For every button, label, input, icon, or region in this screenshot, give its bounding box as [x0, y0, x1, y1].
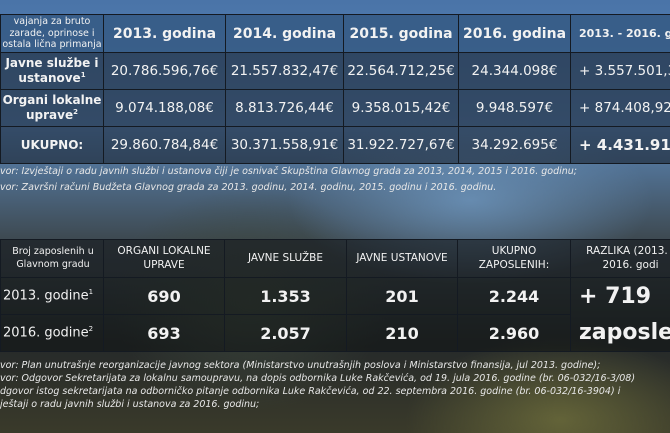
row-header-label: Broj zaposlenih u Glavnom gradu — [0, 239, 104, 278]
col-difference: 2013. - 2016. go — [570, 14, 670, 53]
cell: 1.353 — [224, 277, 347, 315]
footnote: vor: Izvještaji o radu javnih službi i u… — [0, 166, 577, 177]
footnote: vor: Plan unutrašnje reorganizacije javn… — [0, 360, 601, 371]
footnote: vor: Završni računi Budžeta Glavnog grad… — [0, 182, 497, 193]
cell: + 3.557.501,3 — [570, 52, 670, 90]
cell: 31.922.727,67€ — [343, 126, 459, 164]
cell: 22.564.712,25€ — [343, 52, 459, 90]
cell: 20.786.596,76€ — [103, 52, 226, 90]
footnote: ještaji o radu javnih službi i ustanova … — [0, 399, 260, 410]
cell: 201 — [346, 277, 458, 315]
cell: 30.371.558,91€ — [225, 126, 344, 164]
row-label: 2013. godine1 — [0, 277, 104, 315]
table-row-total: UKUPNO: 29.860.784,84€ 30.371.558,91€ 31… — [0, 126, 670, 164]
row-label: Javne službe i ustanove1 — [0, 52, 104, 90]
table-header-row: vajanja za bruto zarade, oprinose i osta… — [0, 14, 670, 53]
cell: 2.960 — [457, 314, 571, 352]
cell: 2.244 — [457, 277, 571, 315]
row-label: 2016. godine2 — [0, 314, 104, 352]
col-2013: 2013. godina — [103, 14, 226, 53]
table-row: 2013. godine1 690 1.353 201 2.244 + 719 … — [0, 277, 670, 352]
footnote: dgovor istog sekretarijata na odborničko… — [0, 386, 621, 397]
salary-table: vajanja za bruto zarade, oprinose i osta… — [0, 14, 670, 164]
col-public-services: JAVNE SLUŽBE — [224, 239, 347, 278]
cell: 9.358.015,42€ — [343, 89, 459, 127]
cell: 34.292.695€ — [458, 126, 571, 164]
employees-table: Broj zaposlenih u Glavnom gradu ORGANI L… — [0, 239, 670, 352]
footnote: vor: Odgovor Sekretarijata za lokalnu sa… — [0, 373, 636, 384]
cell: + 874.408,92 — [570, 89, 670, 127]
col-local-admin: ORGANI LOKALNE UPRAVE — [103, 239, 225, 278]
cell: 9.948.597€ — [458, 89, 571, 127]
cell: 8.813.726,44€ — [225, 89, 344, 127]
cell: 24.344.098€ — [458, 52, 571, 90]
cell: + 4.431.910, — [570, 126, 670, 164]
col-2015: 2015. godina — [343, 14, 459, 53]
row-header-label: vajanja za bruto zarade, oprinose i osta… — [0, 14, 104, 53]
row-label: UKUPNO: — [0, 126, 104, 164]
col-2016: 2016. godina — [458, 14, 571, 53]
cell: 9.074.188,08€ — [103, 89, 226, 127]
col-total: UKUPNO ZAPOSLENIH: — [457, 239, 571, 278]
table-row: Organi lokalne uprave2 9.074.188,08€ 8.8… — [0, 89, 670, 127]
difference-cell: + 719 zaposleni — [570, 277, 670, 352]
cell: 210 — [346, 314, 458, 352]
table-row: Javne službe i ustanove1 20.786.596,76€ … — [0, 52, 670, 90]
table-row: 2016. godine2 693 2.057 210 2.960 — [0, 314, 670, 352]
row-label: Organi lokalne uprave2 — [0, 89, 104, 127]
col-2014: 2014. godina — [225, 14, 344, 53]
table-header-row: Broj zaposlenih u Glavnom gradu ORGANI L… — [0, 239, 670, 278]
cell: 2.057 — [224, 314, 347, 352]
cell: 693 — [103, 314, 225, 352]
col-public-institutions: JAVNE USTANOVE — [346, 239, 458, 278]
cell: 690 — [103, 277, 225, 315]
cell: 29.860.784,84€ — [103, 126, 226, 164]
col-difference: RAZLIKA (2013. - 2016. godi — [570, 239, 670, 278]
cell: 21.557.832,47€ — [225, 52, 344, 90]
